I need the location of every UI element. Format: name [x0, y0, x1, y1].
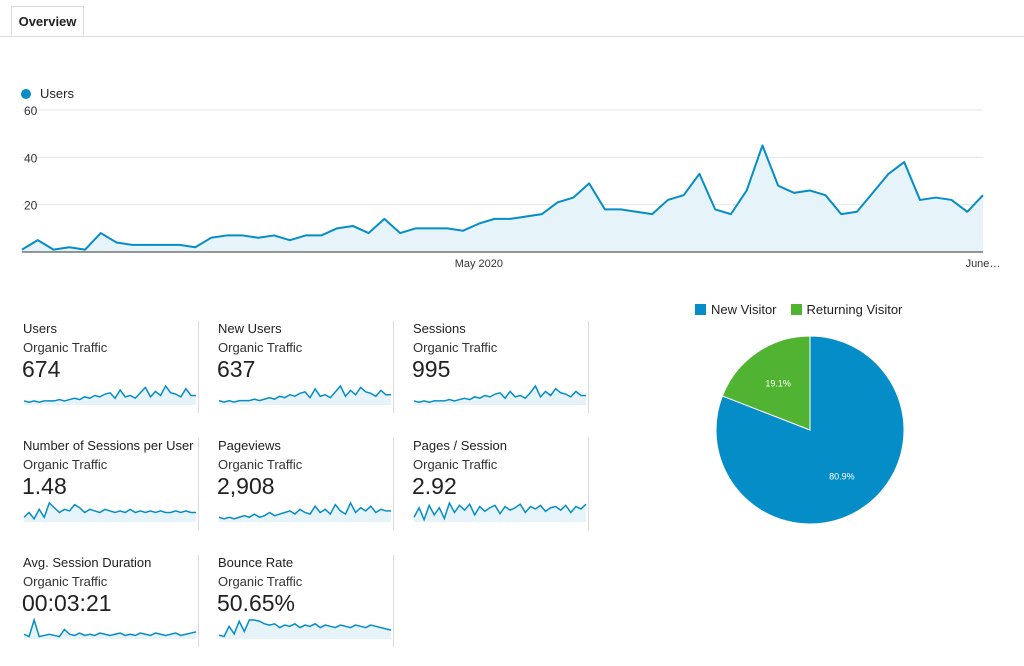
metric-segment: Organic Traffic	[23, 457, 108, 472]
metric-segment: Organic Traffic	[218, 340, 303, 355]
metric-tile[interactable]: Bounce Rate Organic Traffic 50.65%	[217, 555, 394, 647]
sparkline-line	[413, 501, 587, 522]
metric-segment: Organic Traffic	[218, 574, 303, 589]
metric-sparkline	[218, 619, 392, 639]
returning-visitor-swatch-icon	[790, 304, 802, 315]
sparkline-line	[23, 384, 196, 404]
metric-label: Avg. Session Duration	[23, 555, 152, 570]
pie-slice[interactable]	[721, 335, 811, 431]
metric-value: 00:03:21	[22, 590, 112, 616]
metric-label: New Users	[218, 321, 282, 336]
sparkline-line	[218, 619, 392, 638]
sparkline-fill	[414, 386, 586, 405]
pie-legend-returning-visitor-label: Returning Visitor	[806, 302, 903, 317]
metric-tile[interactable]: Number of Sessions per User Organic Traff…	[22, 438, 199, 530]
metric-label: Bounce Rate	[218, 555, 294, 570]
users-legend[interactable]: Users	[21, 86, 74, 101]
x-tick-label: June…	[966, 258, 1001, 270]
sparkline-fill	[414, 503, 586, 522]
sparkline-fill	[24, 503, 196, 522]
sparkline-line	[23, 617, 197, 638]
pie-slice-label: 19.1%	[765, 378, 791, 388]
metric-label: Sessions	[413, 321, 466, 336]
pie-slice-label: 80.9%	[829, 472, 855, 482]
metric-value: 2.92	[412, 473, 457, 499]
metric-sparkline	[23, 384, 196, 405]
metric-sparkline	[218, 501, 391, 522]
metric-segment: Organic Traffic	[413, 340, 498, 355]
metric-value: 2,908	[217, 473, 275, 499]
pie-legend-new-visitor-label: New Visitor	[711, 302, 777, 317]
metric-tile[interactable]: Users Organic Traffic 674	[22, 321, 199, 413]
tab-overview[interactable]: Overview	[11, 6, 84, 36]
metric-label: Users	[23, 321, 57, 336]
metric-label: Number of Sessions per User	[23, 438, 194, 453]
sparkline-fill	[219, 386, 391, 405]
x-tick-label: May 2020	[455, 258, 503, 270]
metric-sparkline	[413, 384, 586, 405]
pie-legend-returning-visitor[interactable]: Returning Visitor	[790, 302, 903, 317]
users-series-line[interactable]	[21, 144, 984, 251]
y-tick-label: 60	[24, 104, 38, 118]
sparkline-line	[218, 384, 391, 403]
metric-sparkline	[413, 501, 587, 522]
metric-tile[interactable]: Avg. Session Duration Organic Traffic 00:0…	[22, 555, 199, 647]
sparkline-fill	[24, 386, 196, 405]
metric-value: 995	[412, 356, 451, 382]
metric-sparkline	[218, 384, 391, 405]
metric-segment: Organic Traffic	[413, 457, 498, 472]
sparkline-line	[218, 501, 391, 520]
users-legend-dot-icon	[21, 88, 31, 99]
metric-value: 50.65%	[217, 590, 296, 616]
metric-value: 674	[22, 356, 61, 382]
y-tick-label: 20	[24, 199, 38, 213]
y-tick-label: 40	[24, 151, 38, 165]
pie-legend: New Visitor Returning Visitor	[695, 302, 916, 317]
metric-segment: Organic Traffic	[218, 457, 303, 472]
new-visitor-swatch-icon	[695, 304, 706, 315]
metric-label: Pages / Session	[413, 438, 507, 453]
metric-segment: Organic Traffic	[23, 574, 108, 589]
users-line-chart[interactable]: 20 40 60 May 2020 June…	[0, 100, 1024, 275]
metric-sparkline	[23, 617, 197, 639]
metric-value: 1.48	[22, 473, 67, 499]
sparkline-fill	[219, 620, 391, 639]
metric-tile[interactable]: New Users Organic Traffic 637	[217, 321, 394, 413]
metric-tile[interactable]: Pageviews Organic Traffic 2,908	[217, 438, 394, 530]
tab-bar: Overview	[0, 0, 1024, 37]
pie-legend-new-visitor[interactable]: New Visitor	[695, 302, 777, 317]
metric-value: 637	[217, 356, 256, 382]
metric-tile[interactable]: Pages / Session Organic Traffic 2.92	[412, 438, 589, 530]
users-area-fill	[22, 145, 983, 252]
metric-segment: Organic Traffic	[23, 340, 108, 355]
metric-sparkline	[23, 501, 196, 522]
metric-label: Pageviews	[218, 438, 281, 453]
users-legend-label: Users	[40, 86, 74, 101]
sparkline-line	[413, 384, 586, 404]
metric-tile[interactable]: Sessions Organic Traffic 995	[412, 321, 589, 413]
visitor-type-pie-chart[interactable]: 80.9% 19.1%	[705, 325, 915, 535]
sparkline-line	[23, 501, 196, 521]
